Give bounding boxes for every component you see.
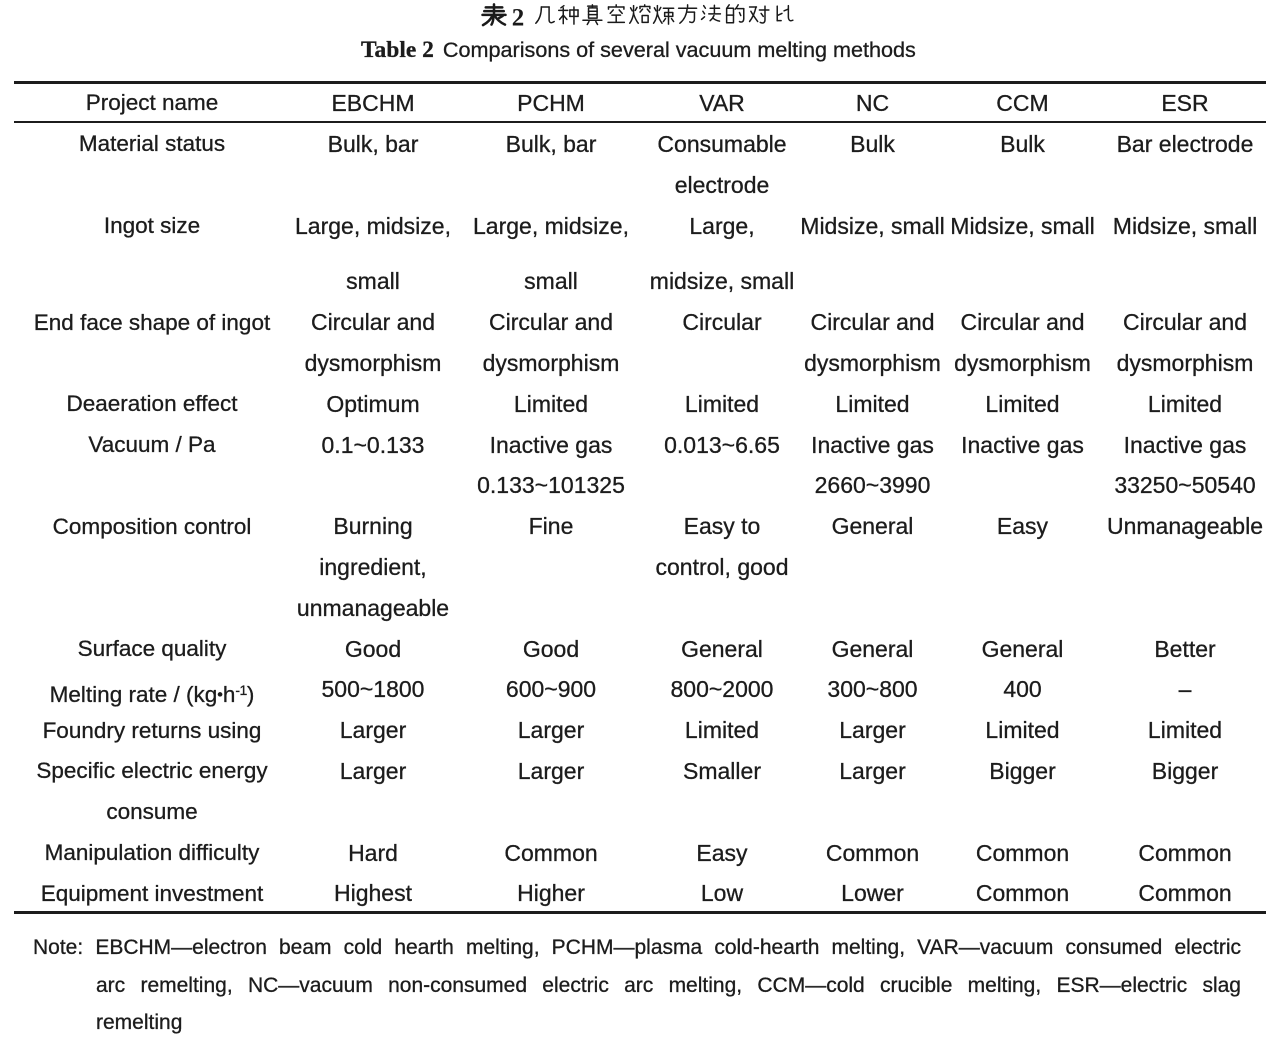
svg-text:2: 2 bbox=[512, 5, 525, 29]
